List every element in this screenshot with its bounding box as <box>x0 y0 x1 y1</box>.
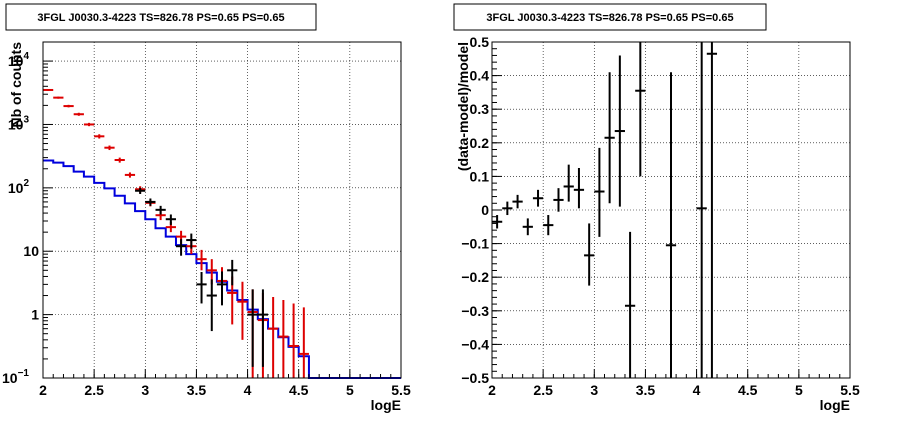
left-series-red-point <box>124 172 136 178</box>
right-y-tick-label: −0.5 <box>461 370 489 386</box>
left-x-tick-label: 3.5 <box>187 382 207 398</box>
right-y-tick-label: −0.1 <box>461 236 489 252</box>
left-x-tick-label: 2.5 <box>84 382 104 398</box>
right-panel: 3FGL J0030.3-4223 TS=826.78 PS=0.65 PS=0… <box>453 3 860 413</box>
right-x-tick-label: 5.5 <box>840 382 860 398</box>
left-series-black-point <box>206 279 217 332</box>
right-y-tick-label: 0.5 <box>470 34 490 50</box>
right-x-tick-label: 3.5 <box>636 382 656 398</box>
left-series-black-point <box>145 198 156 206</box>
left-title-box <box>5 3 317 31</box>
left-x-tick-label: 3 <box>141 382 149 398</box>
left-series-red-point <box>63 104 74 108</box>
left-series-red-point <box>94 134 105 139</box>
right-x-tick-label: 5 <box>795 382 803 398</box>
right-residual-point <box>594 147 605 237</box>
right-y-tick-label: 0.3 <box>470 101 490 117</box>
right-residual-point <box>665 72 677 378</box>
left-series-black-point <box>257 289 269 367</box>
right-residual-point <box>563 164 574 202</box>
right-x-tick-label: 4 <box>693 382 701 398</box>
left-series-red-point <box>268 296 279 378</box>
right-y-tick-label: 0.1 <box>470 168 490 184</box>
left-x-tick-label: 5.5 <box>391 382 411 398</box>
right-residual-point <box>492 215 503 229</box>
right-title-box <box>453 3 767 31</box>
left-y-tick-label: 10−1 <box>2 368 29 386</box>
right-x-axis-label: logE <box>820 397 850 413</box>
left-series-black-point <box>135 187 146 194</box>
left-series-black-point <box>155 205 166 215</box>
right-y-tick-label: −0.3 <box>461 303 489 319</box>
left-x-tick-label: 5 <box>346 382 354 398</box>
left-series-red-point <box>237 281 248 340</box>
right-title: 3FGL J0030.3-4223 TS=826.78 PS=0.65 PS=0… <box>486 12 733 24</box>
right-y-tick-label: 0.2 <box>470 135 490 151</box>
left-series-red-point <box>53 96 64 99</box>
right-residual-point <box>635 42 646 177</box>
right-residual-point <box>512 194 523 209</box>
right-residual-point <box>614 55 625 207</box>
right-x-tick-label: 3 <box>590 382 598 398</box>
left-series-black-point <box>175 239 187 256</box>
left-series-red-point <box>43 88 54 91</box>
left-plot-frame <box>42 41 402 379</box>
left-series-black-point <box>196 272 207 304</box>
left-x-tick-label: 2 <box>39 382 47 398</box>
left-series-black-point <box>216 271 228 306</box>
left-series-black-point <box>247 289 258 367</box>
right-y-tick-label: −0.2 <box>461 269 489 285</box>
left-series-red-point <box>104 145 115 151</box>
left-grid <box>43 42 401 378</box>
right-series-layer <box>492 42 718 378</box>
right-residual-point <box>706 42 718 378</box>
right-residual-point <box>543 215 554 236</box>
left-panel: 3FGL J0030.3-4223 TS=826.78 PS=0.65 PS=0… <box>2 3 411 413</box>
left-series-red-point <box>114 157 125 163</box>
left-series-black-point <box>227 259 238 286</box>
right-residual-point <box>553 188 564 212</box>
left-series-red-point <box>288 303 299 378</box>
right-x-tick-label: 4.5 <box>738 382 758 398</box>
left-y-tick-label: 102 <box>8 178 30 196</box>
right-residual-point <box>532 189 544 207</box>
right-x-tick-label: 2.5 <box>533 382 553 398</box>
left-y-tick-label: 10 <box>23 243 39 259</box>
right-residual-point <box>624 231 636 378</box>
right-y-axis-label: (data-model)/model <box>455 42 471 171</box>
left-series-layer <box>43 88 401 379</box>
right-grid <box>492 42 850 378</box>
left-x-tick-label: 4 <box>244 382 252 398</box>
right-x-tick-label: 2 <box>488 382 496 398</box>
right-y-tick-label: −0.4 <box>461 336 489 352</box>
left-series-red-point <box>298 307 309 378</box>
left-series-black-point <box>186 233 197 249</box>
right-residual-point <box>696 42 707 378</box>
right-residual-point <box>522 218 533 236</box>
right-residual-point <box>573 168 585 209</box>
left-series-red-point <box>73 112 84 116</box>
right-residual-point <box>584 223 595 286</box>
left-y-axis-label: Nb of counts <box>8 42 24 128</box>
left-x-axis-label: logE <box>371 397 401 413</box>
right-axes: 2 2.5 3 3.5 4 4.5 5 5.5 −0.5 −0.4 −0.3 −0.2 −0.1 0 0.1… <box>461 34 860 398</box>
left-series-red-point <box>83 122 95 127</box>
right-residual-point <box>502 201 513 216</box>
right-y-tick-label: 0 <box>481 202 489 218</box>
left-x-tick-label: 4.5 <box>289 382 309 398</box>
left-series-red-point <box>278 300 289 378</box>
left-series-red-point <box>196 249 207 271</box>
right-residual-point <box>604 72 615 204</box>
left-series-black-point <box>165 214 176 225</box>
right-y-tick-label: 0.4 <box>470 68 490 84</box>
left-y-tick-label: 1 <box>31 307 39 323</box>
left-title: 3FGL J0030.3-4223 TS=826.78 PS=0.65 PS=0… <box>37 12 284 24</box>
